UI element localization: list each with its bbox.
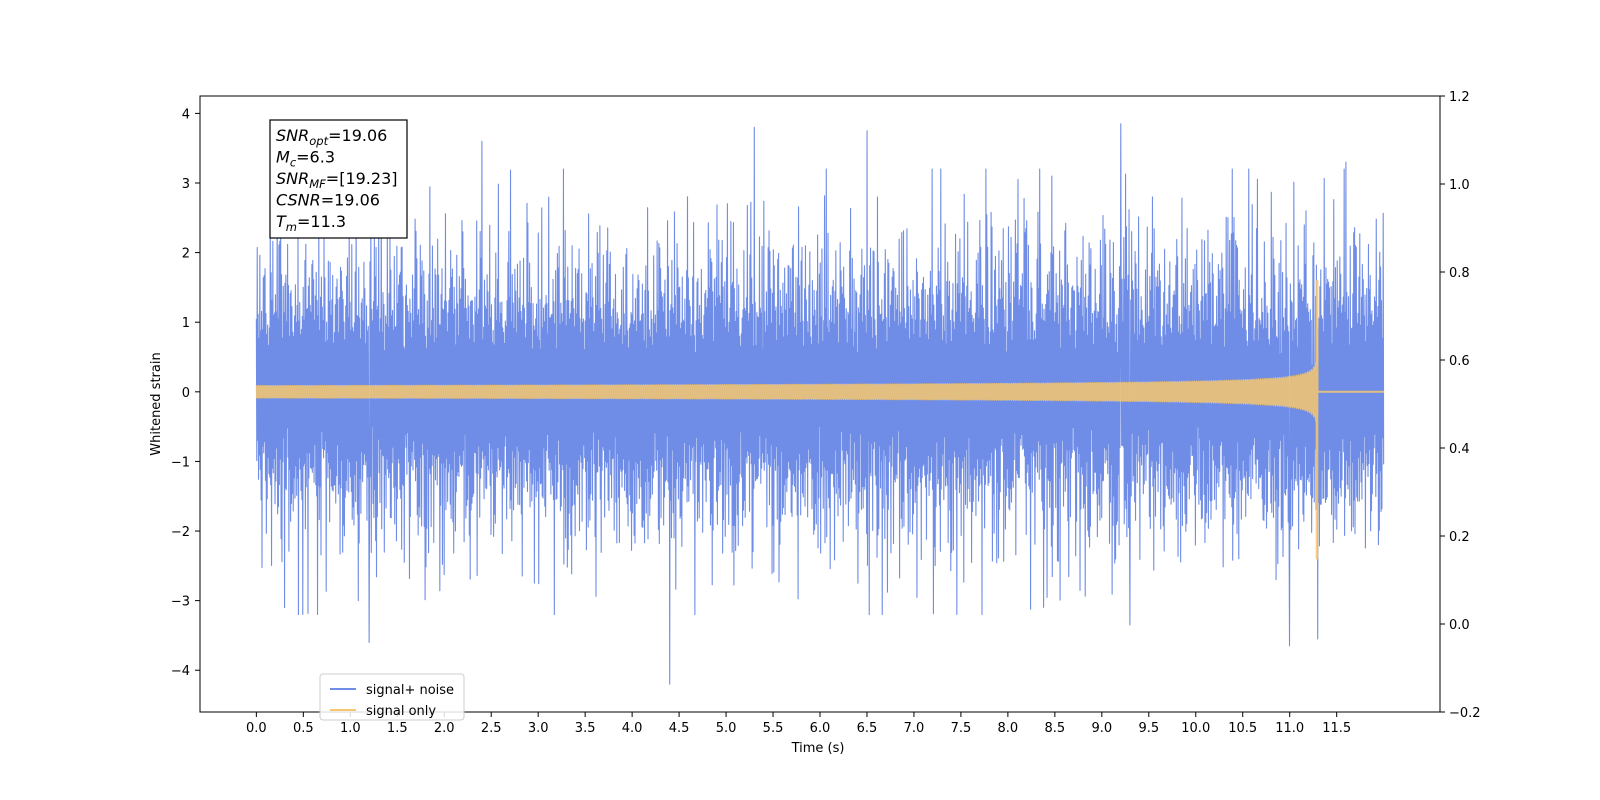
x-tick-label: 6.5 [857,721,878,736]
y-tick-label: −4 [171,664,190,679]
x-tick-label: 6.0 [810,721,831,736]
x-tick-label: 1.0 [340,721,361,736]
y-right-tick-label: −0.2 [1449,706,1481,721]
x-tick-label: 9.0 [1091,721,1112,736]
x-axis-label: Time (s) [791,741,845,756]
y-axis-right: 1.2 1.0 0.8 0.6 0.4 0.2 0.0 −0.2 [1440,90,1481,721]
y-tick-label: 3 [182,177,190,192]
x-tick-label: 4.5 [669,721,690,736]
series-signal-plus-noise [255,123,1385,685]
annotation-line: Mc=6.3 [276,148,335,170]
x-tick-label: 3.5 [575,721,596,736]
x-tick-label: 7.0 [904,721,925,736]
x-tick-label: 5.0 [716,721,737,736]
y-right-tick-label: 1.2 [1449,90,1470,105]
x-tick-label: 8.5 [1045,721,1066,736]
y-tick-label: −3 [171,595,190,610]
y-tick-label: 1 [182,316,190,331]
x-tick-label: 3.0 [528,721,549,736]
y-right-tick-label: 0.4 [1449,442,1470,457]
annotation-line: SNRMF=[19.23] [276,169,398,191]
y-tick-label: 4 [182,107,190,122]
y-tick-label: −1 [171,455,190,470]
y-axis-left: 4 3 2 1 0 −1 −2 −3 −4 [171,107,200,679]
x-tick-label: 11.5 [1322,721,1351,736]
x-tick-label: 1.5 [387,721,408,736]
annotation-frame [269,119,408,239]
plot-area [255,123,1385,685]
x-tick-label: 10.0 [1181,721,1210,736]
annotation-line: Tm=11.3 [276,212,346,234]
x-tick-label: 2.0 [434,721,455,736]
x-tick-label: 9.5 [1138,721,1159,736]
y-tick-label: 2 [182,247,190,262]
y-right-tick-label: 0.0 [1449,618,1470,633]
metrics-annotation-box: SNRopt=19.06Mc=6.3SNRMF=[19.23]CSNR=19.0… [269,119,408,239]
x-tick-label: 8.0 [998,721,1019,736]
y-right-tick-label: 0.8 [1449,266,1470,281]
x-tick-label: 7.5 [951,721,972,736]
x-tick-label: 5.5 [763,721,784,736]
y-tick-label: 0 [182,386,190,401]
annotation-line: CSNR=19.06 [276,191,380,210]
x-tick-label: 0.5 [293,721,314,736]
y-right-tick-label: 1.0 [1449,178,1470,193]
x-tick-label: 11.0 [1275,721,1304,736]
y-right-tick-label: 0.6 [1449,354,1470,369]
series-signal-only [255,279,1385,560]
x-tick-label: 10.5 [1228,721,1257,736]
x-tick-label: 0.0 [246,721,267,736]
x-tick-label: 4.0 [622,721,643,736]
y-tick-label: −2 [171,525,190,540]
legend-label: signal only [366,704,436,719]
annotation-line: SNRopt=19.06 [276,126,387,148]
y-axis-label: Whitened strain [149,352,164,455]
legend: signal+ noise signal only [319,673,465,721]
x-tick-label: 2.5 [481,721,502,736]
legend-frame [319,673,465,721]
legend-label: signal+ noise [366,683,454,698]
x-axis: 0.0 0.5 1.0 1.5 2.0 2.5 3.0 3.5 4.0 4.5 5.0 5.5 6.0 6… [246,712,1351,736]
y-right-tick-label: 0.2 [1449,530,1470,545]
